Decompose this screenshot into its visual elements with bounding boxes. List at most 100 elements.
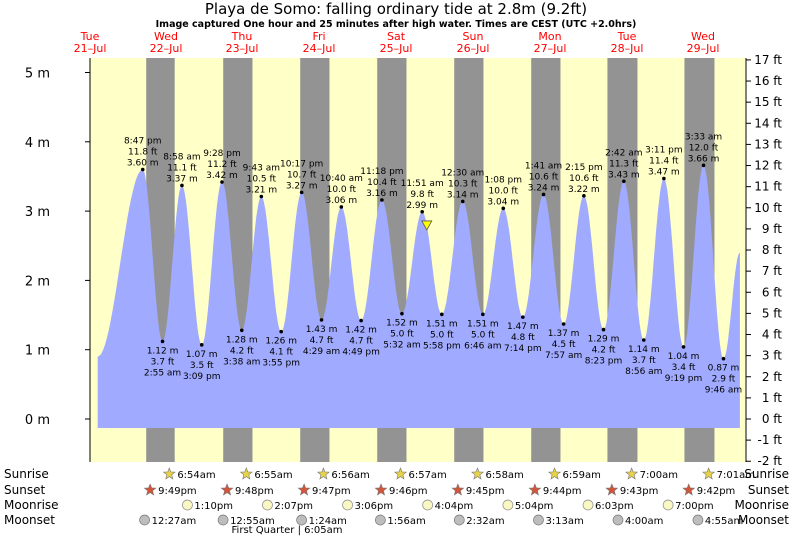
high-tide-feet: 10.0 ft (489, 186, 519, 196)
moonset-time: 12:55am (230, 516, 275, 527)
moonset-icon (296, 514, 307, 526)
high-tide-metres: 3.04 m (487, 197, 519, 207)
low-tide-feet: 4.7 ft (310, 336, 334, 346)
astro-row-label-right: Sunset (748, 483, 789, 497)
high-tide-metres: 3.66 m (688, 154, 720, 164)
left-tick-label: 4 m (25, 136, 50, 151)
right-tick-label: 8 ft (762, 243, 782, 257)
low-tide-point (641, 338, 646, 342)
moonrise-time: 1:10pm (194, 501, 233, 512)
low-tide-point (721, 356, 726, 361)
high-tide-point (541, 192, 546, 197)
high-tide-point (460, 199, 465, 204)
moonset-icon (612, 514, 624, 526)
low-tide-metres: 1.51 m (467, 319, 499, 329)
low-tide-time: 3:55 pm (262, 359, 300, 369)
sunrise-icon (471, 467, 484, 480)
astro-row-label-right: Moonset (738, 513, 789, 527)
high-tide-feet: 10.6 ft (569, 174, 599, 184)
low-tide-feet: 3.7 ft (632, 356, 656, 366)
high-tide-point (180, 183, 184, 188)
moonrise-icon (422, 499, 434, 511)
day-label: Fri (312, 30, 325, 43)
low-tide-time: 7:14 pm (504, 344, 542, 354)
astro-row-label-right: Sunrise (744, 467, 789, 481)
low-tide-time: 4:49 pm (342, 348, 380, 358)
low-tide-time: 7:57 am (545, 351, 582, 361)
high-tide-feet: 11.3 ft (609, 159, 639, 169)
right-tick-label: 11 ft (754, 180, 782, 194)
right-tick-label: 15 ft (754, 95, 782, 109)
date-label: 25–Jul (380, 42, 413, 55)
low-tide-feet: 5.0 ft (471, 330, 495, 340)
day-label: Tue (80, 30, 100, 43)
astro-row-label: Sunset (4, 483, 45, 497)
low-tide-point (319, 318, 324, 322)
right-tick-label: -1 ft (758, 433, 783, 447)
right-tick-label: 12 ft (754, 159, 782, 173)
low-tide-time: 6:46 am (464, 341, 501, 351)
low-tide-feet: 4.1 ft (269, 348, 293, 358)
high-tide-metres: 3.27 m (286, 181, 318, 191)
low-tide-feet: 4.7 ft (349, 337, 373, 347)
sunrise-icon (394, 467, 407, 480)
day-label: Wed (154, 30, 178, 43)
sunset-time: 9:45pm (466, 486, 505, 497)
high-tide-time: 10:40 am (320, 174, 363, 184)
high-tide-feet: 11.2 ft (207, 160, 237, 170)
high-tide-time: 3:11 pm (645, 146, 683, 156)
high-tide-point (582, 194, 586, 198)
low-tide-point (481, 312, 485, 317)
left-tick-label: 3 m (25, 205, 50, 220)
high-tide-metres: 3.60 m (127, 159, 159, 169)
moonrise-time: 4:04pm (435, 501, 474, 512)
high-tide-point (622, 179, 626, 184)
low-tide-metres: 1.42 m (345, 326, 377, 336)
moonset-time: 3:13am (545, 516, 583, 527)
high-tide-time: 8:58 am (163, 152, 200, 162)
high-tide-metres: 3.47 m (648, 168, 680, 178)
moonset-time: 1:24am (309, 516, 347, 527)
moonset-icon (217, 514, 229, 526)
sunset-icon (220, 483, 234, 496)
sunset-icon (374, 483, 388, 496)
low-tide-point (199, 343, 204, 347)
low-tide-feet: 4.5 ft (552, 340, 576, 350)
high-tide-metres: 2.99 m (406, 201, 438, 211)
low-tide-feet: 4.2 ft (592, 346, 616, 356)
right-tick-label: 7 ft (762, 264, 782, 278)
high-tide-metres: 3.06 m (325, 196, 357, 206)
right-tick-label: 3 ft (762, 349, 782, 363)
moonset-time: 1:56am (387, 516, 425, 527)
sunrise-icon (162, 467, 176, 480)
sunset-icon (605, 483, 619, 496)
low-tide-feet: 2.9 ft (712, 375, 736, 385)
high-tide-time: 8:47 pm (124, 137, 162, 147)
low-tide-point (601, 327, 606, 332)
sunset-icon (297, 483, 311, 496)
sunset-time: 9:43pm (620, 486, 659, 497)
sunrise-icon (548, 467, 562, 480)
low-tide-metres: 1.04 m (668, 352, 700, 362)
high-tide-point (259, 194, 264, 199)
chart-title: Playa de Somo: falling ordinary tide at … (205, 0, 587, 18)
moonset-time: 4:55am (705, 516, 743, 527)
low-tide-time: 8:56 am (625, 367, 662, 377)
low-tide-feet: 3.5 ft (190, 361, 214, 371)
high-tide-point (380, 198, 384, 202)
high-tide-point (701, 163, 706, 168)
left-tick-label: 2 m (25, 274, 50, 289)
day-label: Wed (691, 30, 715, 43)
sunset-time: 9:42pm (697, 486, 736, 497)
right-tick-label: 6 ft (762, 285, 782, 299)
low-tide-time: 9:46 am (705, 386, 742, 396)
high-tide-feet: 11.8 ft (128, 148, 158, 158)
sunrise-icon (239, 467, 253, 480)
high-tide-time: 1:41 am (525, 161, 562, 171)
high-tide-metres: 3.16 m (366, 189, 398, 199)
chart-subtitle: Image captured One hour and 25 minutes a… (156, 19, 637, 30)
low-tide-metres: 1.26 m (265, 337, 297, 347)
right-tick-label: 14 ft (754, 116, 782, 130)
sunset-icon (528, 483, 542, 496)
